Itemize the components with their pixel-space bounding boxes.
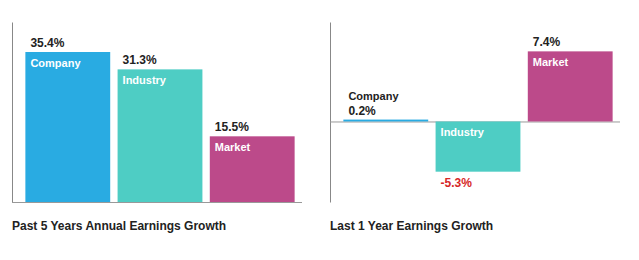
bar	[436, 121, 521, 171]
category-label: Market	[215, 141, 251, 153]
category-label: Company	[348, 90, 399, 102]
data-label: 7.4%	[533, 35, 561, 49]
y-axis	[12, 23, 302, 203]
y-axis-line	[330, 23, 331, 203]
bar	[343, 120, 428, 122]
bar	[528, 51, 613, 121]
data-label: -5.3%	[441, 176, 473, 190]
labels: 0.2% Company -5.3% Industry 7.4% Market	[348, 35, 568, 189]
bars	[343, 51, 612, 171]
grid-line	[12, 202, 302, 203]
chart-title: Past 5 Years Annual Earnings Growth	[12, 219, 226, 233]
category-label: Industry	[441, 126, 485, 138]
category-label: Industry	[123, 74, 167, 86]
data-label: 31.3%	[123, 53, 157, 67]
labels: 35.4% Company 31.3% Industry 15.5% Market	[30, 36, 250, 153]
chart-title: Last 1 Year Earnings Growth	[330, 219, 493, 233]
data-label: 35.4%	[30, 36, 64, 50]
bar	[210, 136, 295, 202]
bar	[118, 69, 203, 202]
y-axis-line	[12, 23, 13, 203]
chart-panel: 0.2% Company -5.3% Industry 7.4% Market Last 1…	[330, 23, 620, 234]
chart-svg: 35.4% Company 31.3% Industry 15.5% Market Past…	[0, 0, 639, 260]
data-label: 15.5%	[215, 120, 249, 134]
data-label: 0.2%	[348, 104, 376, 118]
y-tick	[12, 202, 302, 203]
bar	[25, 52, 110, 202]
y-axis	[330, 23, 620, 203]
category-label: Market	[533, 56, 569, 68]
bars	[25, 52, 294, 202]
chart-panel: 35.4% Company 31.3% Industry 15.5% Market Past…	[12, 23, 302, 234]
category-label: Company	[30, 57, 81, 69]
